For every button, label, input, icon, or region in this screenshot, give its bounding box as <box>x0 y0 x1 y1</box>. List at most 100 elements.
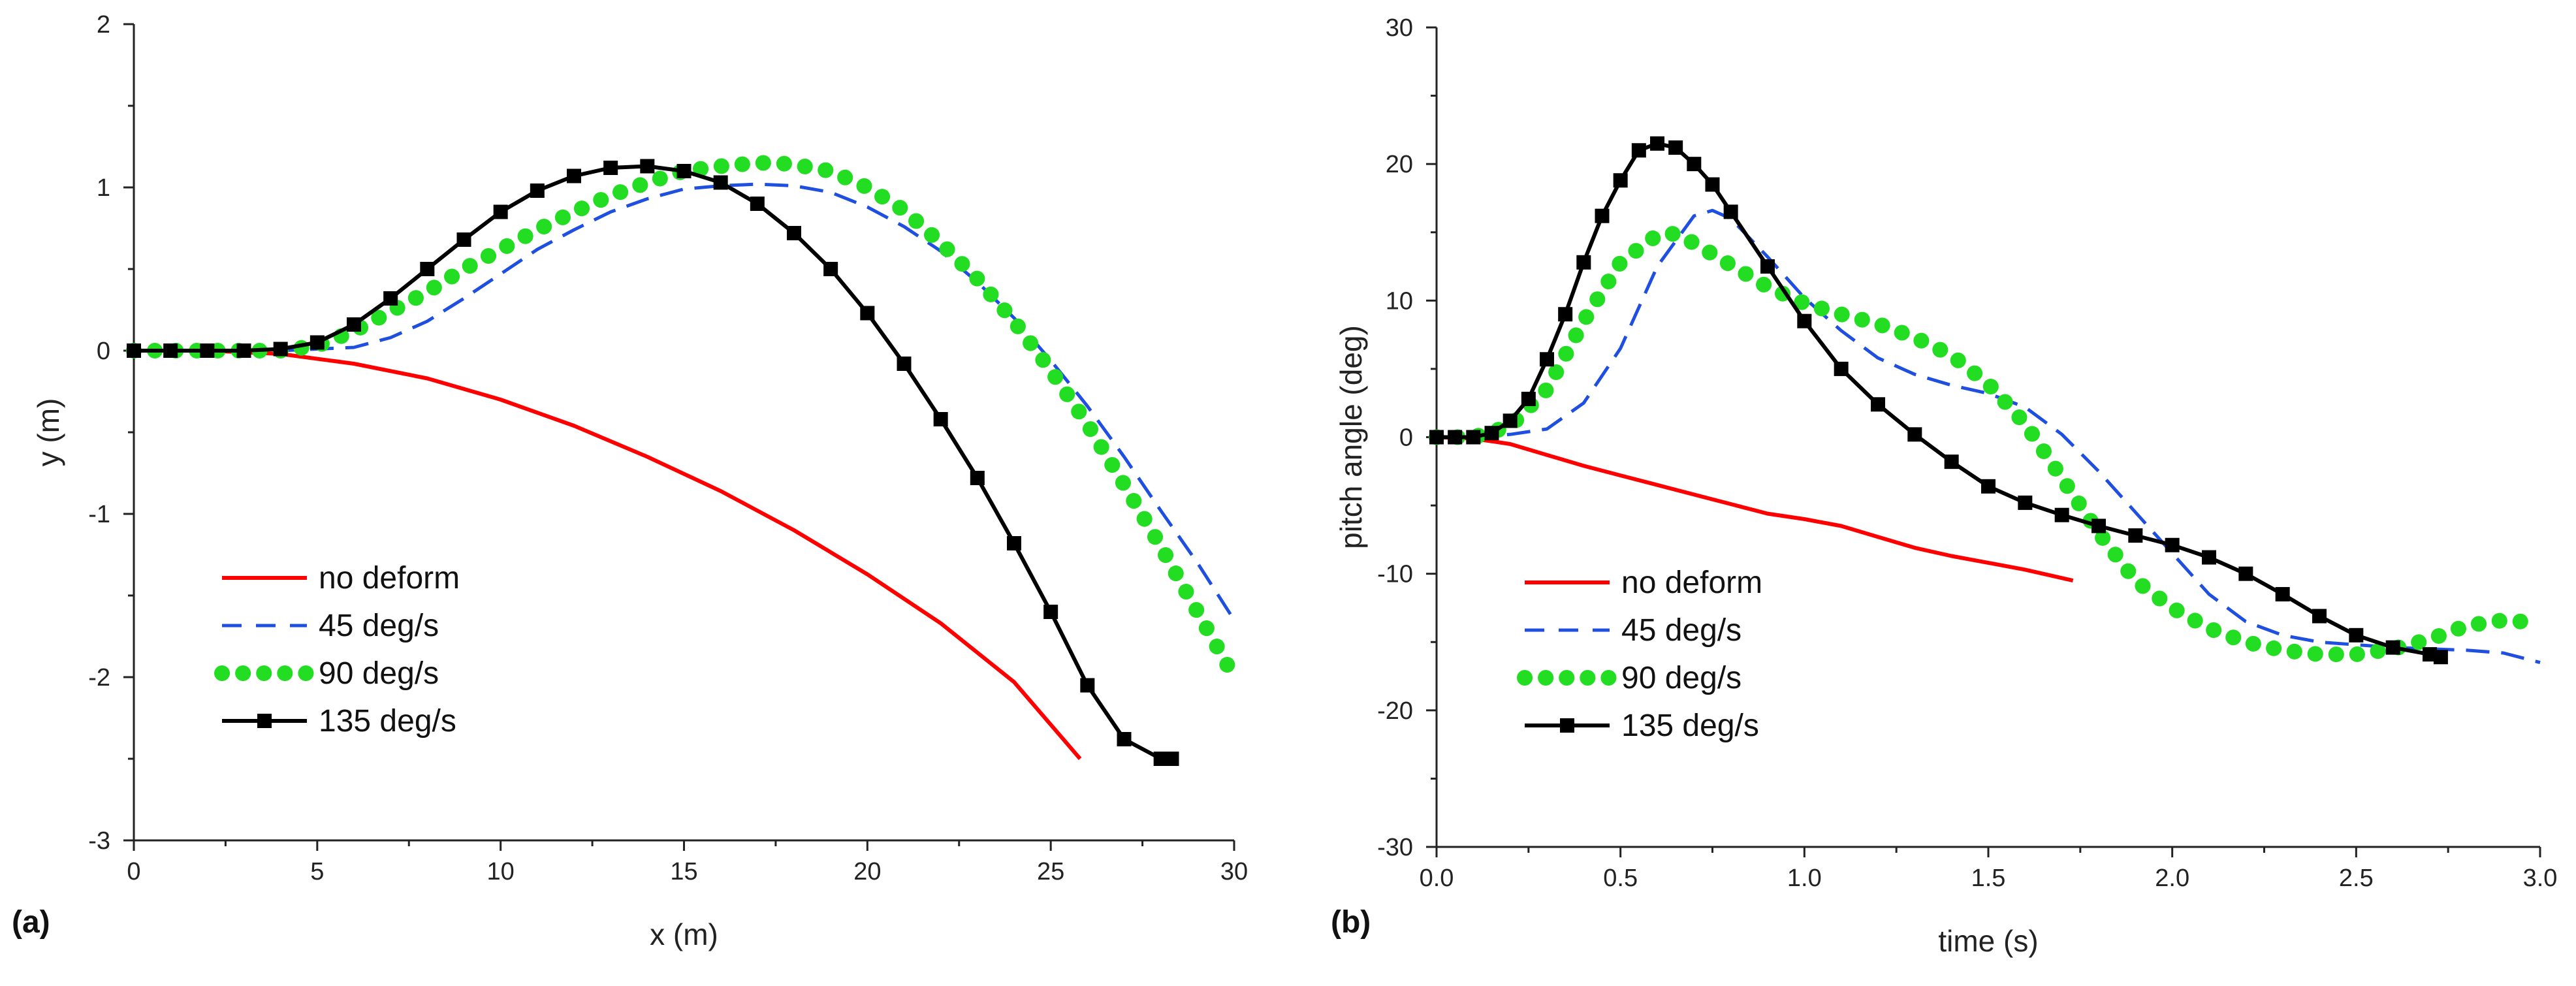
series-marker-point <box>1153 752 1168 766</box>
series-marker-point <box>1760 259 1775 274</box>
series-marker-point <box>750 197 765 211</box>
series-marker-point <box>1650 136 1664 151</box>
series-marker-point <box>603 161 618 175</box>
legend-marker <box>1560 718 1574 733</box>
x-tick-label: 10 <box>487 858 515 885</box>
series-marker-point <box>1503 413 1518 428</box>
series-marker-point <box>2385 640 2400 655</box>
series-line-90-deg-s <box>126 155 1242 685</box>
series-marker-point <box>1558 307 1573 322</box>
series-marker-point <box>1484 426 1499 441</box>
x-tick-label: 1.5 <box>1971 865 2006 892</box>
y-axis-title: pitch angle (deg) <box>1334 325 1368 549</box>
panel-label: (a) <box>12 905 50 940</box>
series-marker-point <box>310 335 325 350</box>
y-tick-label: -3 <box>88 827 110 855</box>
legend-label: 135 deg/s <box>1621 708 1759 743</box>
series-marker-point <box>933 412 948 426</box>
series-marker-point <box>567 168 581 183</box>
y-axis-title: y (m) <box>31 398 65 467</box>
y-tick-label: -20 <box>1377 697 1413 725</box>
series-marker-point <box>2433 650 2448 665</box>
series-marker-point <box>456 232 471 247</box>
series-line-no-deform <box>134 349 1082 760</box>
y-tick-label: -1 <box>88 501 110 528</box>
legend-label: 45 deg/s <box>1621 613 1741 648</box>
legend-label: no deform <box>1621 565 1762 600</box>
legend-label: no deform <box>319 561 460 596</box>
series-marker-point <box>2128 528 2143 543</box>
series-marker-point <box>2349 628 2364 643</box>
series-marker-point <box>1668 140 1683 155</box>
series-marker-point <box>420 262 435 276</box>
x-tick-label: 1.0 <box>1787 865 1822 892</box>
series-marker-point <box>713 175 728 190</box>
x-tick-label: 2.0 <box>2155 865 2189 892</box>
legend-marker <box>257 714 272 728</box>
series-marker-point <box>2202 550 2216 565</box>
series-marker-point <box>897 357 912 371</box>
y-tick-label: -30 <box>1377 834 1413 861</box>
series-marker-point <box>530 183 545 198</box>
series-marker-point <box>2238 566 2253 581</box>
series-marker-point <box>1448 430 1463 445</box>
y-tick-label: 0 <box>1399 424 1413 452</box>
series-marker-point <box>1595 208 1610 223</box>
series-marker-point <box>1834 361 1849 376</box>
x-tick-label: 20 <box>853 858 881 885</box>
x-tick-label: 0 <box>127 858 140 885</box>
series-marker-point <box>1907 427 1922 442</box>
series-marker-point <box>1043 605 1058 619</box>
series-line-no-deform <box>1436 435 2074 583</box>
series-marker-point <box>236 343 251 358</box>
panel-label: (b) <box>1331 905 1371 940</box>
series-marker-point <box>1981 479 1996 494</box>
series-marker-point <box>970 471 985 485</box>
chart-panel-a: 0 5 10 15 20 25 30 -3 -2 -1 0 1 2 x (m) y (m) (a) no def… <box>12 11 1248 951</box>
x-tick-label: 25 <box>1037 858 1064 885</box>
series-marker-point <box>1613 173 1628 188</box>
y-tick-label: 1 <box>97 174 110 202</box>
series-marker-point <box>273 342 288 357</box>
series-marker-point <box>2423 647 2437 662</box>
x-tick-label: 0.0 <box>1420 865 1454 892</box>
series-marker-point <box>1080 678 1095 693</box>
series-marker-point <box>1797 313 1812 328</box>
x-tick-label: 30 <box>1220 858 1248 885</box>
series-marker-point <box>1007 536 1021 550</box>
series-marker-point <box>1723 204 1738 219</box>
series-marker-point <box>1705 177 1720 192</box>
series-line-45-deg-s <box>1437 208 2541 665</box>
series-marker-point <box>2018 495 2033 510</box>
series-marker-point <box>383 291 398 306</box>
series-marker-point <box>1631 143 1646 158</box>
series-marker-point <box>1429 430 1444 445</box>
x-axis-title: x (m) <box>650 917 718 951</box>
legend-label: 90 deg/s <box>319 656 439 691</box>
series-marker-point <box>1576 255 1591 270</box>
x-tick-label: 15 <box>670 858 697 885</box>
series-marker-point <box>823 262 838 276</box>
series-marker-point <box>1871 397 1885 412</box>
y-tick-label: 20 <box>1386 151 1413 178</box>
series-line-90-deg-s <box>1429 225 2530 663</box>
series-marker-point <box>676 164 692 178</box>
series-marker-point <box>2275 587 2290 602</box>
x-tick-label: 2.5 <box>2339 865 2374 892</box>
y-tick-label: 30 <box>1386 14 1413 42</box>
series-marker-point <box>1117 732 1132 746</box>
series-marker-point <box>1521 391 1536 406</box>
y-tick-label: 10 <box>1386 287 1413 315</box>
series-marker-point <box>2165 537 2180 552</box>
series-marker-point <box>127 343 141 358</box>
series-marker-point <box>2054 507 2069 522</box>
series-marker-point <box>347 317 361 332</box>
x-axis-title: time (s) <box>1938 924 2038 958</box>
y-tick-label: 2 <box>97 11 110 39</box>
series-marker-point <box>1540 352 1554 367</box>
series-marker-point <box>1466 430 1481 445</box>
series-marker-point <box>1164 752 1179 766</box>
series-marker-point <box>163 343 178 358</box>
x-tick-label: 0.5 <box>1603 865 1638 892</box>
